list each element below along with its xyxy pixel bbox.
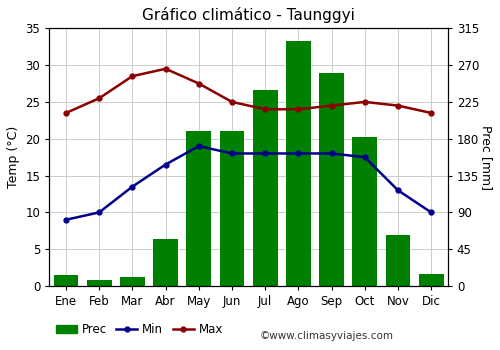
Bar [252, 90, 278, 286]
Bar [319, 73, 344, 286]
Y-axis label: Temp (°C): Temp (°C) [7, 126, 20, 188]
Title: Gráfico climático - Taunggyi: Gráfico climático - Taunggyi [142, 7, 355, 23]
Bar [120, 277, 145, 286]
Bar [153, 239, 178, 286]
Bar [418, 274, 444, 286]
Bar [186, 131, 211, 286]
Bar [86, 280, 112, 286]
Bar [352, 137, 377, 286]
Bar [386, 235, 410, 286]
Bar [220, 131, 244, 286]
Text: ©www.climasyviajes.com: ©www.climasyviajes.com [260, 331, 394, 341]
Legend: Prec, Min, Max: Prec, Min, Max [51, 318, 228, 341]
Bar [286, 41, 311, 286]
Y-axis label: Prec [mm]: Prec [mm] [480, 125, 493, 190]
Bar [54, 275, 78, 286]
